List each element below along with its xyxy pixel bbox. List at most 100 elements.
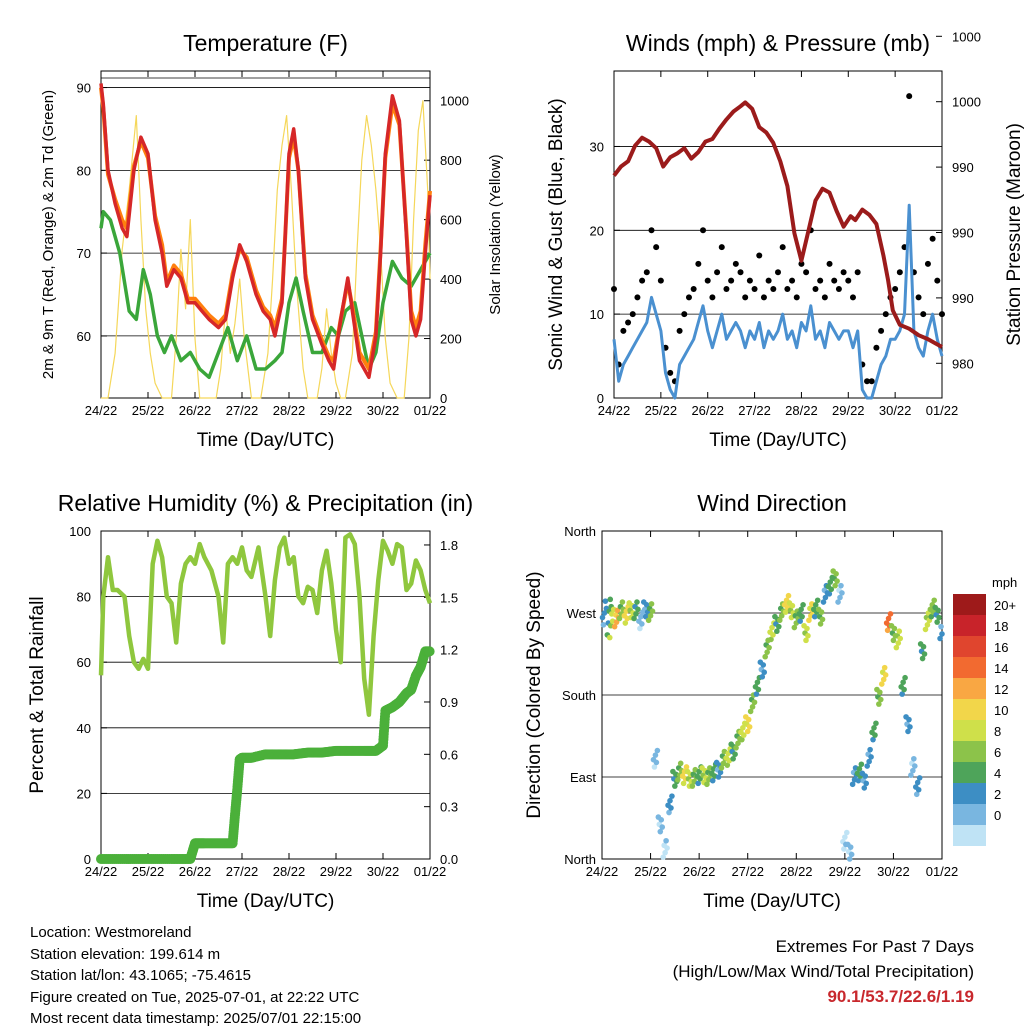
colorbar-swatch bbox=[953, 594, 986, 615]
colorbar-label: 4 bbox=[994, 766, 1001, 781]
direction-point bbox=[677, 760, 684, 767]
y-axis-label: 2m & 9m T (Red, Orange) & 2m Td (Green) bbox=[40, 90, 57, 379]
direction-point bbox=[735, 740, 741, 747]
gust-point bbox=[906, 93, 913, 100]
direction-point bbox=[835, 599, 841, 605]
direction-point bbox=[751, 699, 758, 706]
direction-point bbox=[761, 669, 768, 676]
y2-tick-label: 0.6 bbox=[440, 747, 458, 762]
direction-point bbox=[800, 602, 806, 608]
y2-tick-label: 0.0 bbox=[440, 852, 458, 867]
direction-point bbox=[715, 774, 722, 780]
x-axis-label: Time (Day/UTC) bbox=[197, 430, 335, 451]
x-tick-label: 28/22 bbox=[273, 864, 306, 879]
y2-tick-label: 0 bbox=[440, 391, 447, 406]
colorbar: mph 20+ 18 16 14 12 10 8 6 4 2 0 bbox=[953, 575, 1017, 846]
direction-point bbox=[657, 828, 664, 835]
direction-point bbox=[817, 621, 824, 627]
gust-point bbox=[868, 378, 875, 385]
direction-point bbox=[919, 655, 926, 662]
x-axis-label: Time (Day/UTC) bbox=[709, 430, 847, 451]
direction-point bbox=[666, 809, 672, 816]
direction-point bbox=[872, 732, 878, 738]
x-tick-label: 01/22 bbox=[414, 864, 447, 879]
x-tick-label: 29/22 bbox=[829, 864, 862, 879]
direction-point bbox=[744, 728, 751, 735]
direction-point bbox=[820, 599, 827, 605]
x-tick-label: 26/22 bbox=[691, 403, 724, 418]
colorbar-label: 8 bbox=[994, 724, 1001, 739]
direction-point bbox=[868, 754, 874, 760]
plot-frame bbox=[100, 70, 431, 399]
x-tick-label: 26/22 bbox=[179, 403, 212, 418]
direction-point bbox=[651, 764, 658, 770]
direction-point bbox=[849, 781, 856, 788]
series-station-pressure bbox=[612, 100, 943, 349]
direction-point bbox=[873, 720, 879, 727]
y2-axis-label: Solar Insolation (Yellow) bbox=[487, 154, 504, 314]
direction-point bbox=[664, 845, 670, 851]
direction-point bbox=[749, 704, 756, 710]
y-tick-label: 80 bbox=[77, 590, 91, 605]
gust-point bbox=[812, 286, 819, 292]
series-solar-insolation bbox=[101, 100, 431, 399]
gust-point bbox=[793, 294, 800, 301]
direction-point bbox=[659, 824, 666, 830]
direction-point bbox=[864, 763, 870, 769]
gust-point bbox=[667, 369, 674, 376]
direction-point bbox=[916, 775, 923, 781]
gust-point bbox=[634, 294, 641, 301]
direction-point bbox=[834, 578, 840, 584]
direction-point bbox=[753, 691, 760, 697]
y-tick-label: 90 bbox=[77, 81, 91, 96]
direction-point bbox=[717, 769, 724, 776]
direction-point bbox=[599, 614, 606, 621]
direction-point bbox=[914, 779, 921, 786]
gust-point bbox=[695, 260, 702, 267]
gust-point bbox=[864, 378, 871, 385]
y-tick-label: 10 bbox=[590, 307, 604, 322]
direction-point bbox=[931, 597, 938, 604]
direction-point bbox=[776, 617, 783, 624]
y-tick-label: 60 bbox=[77, 329, 91, 344]
direction-point bbox=[870, 736, 876, 743]
info-created: Figure created on Tue, 2025-07-01, at 22… bbox=[30, 988, 360, 1006]
direction-point bbox=[924, 622, 931, 628]
gust-point bbox=[681, 311, 688, 318]
direction-point bbox=[922, 626, 929, 633]
gust-point bbox=[854, 269, 861, 276]
direction-point bbox=[662, 849, 668, 856]
direction-point bbox=[652, 752, 659, 758]
x-tick-label: 28/22 bbox=[785, 403, 818, 418]
colorbar-label: 0 bbox=[994, 808, 1001, 823]
direction-point bbox=[897, 635, 904, 642]
colorbar-swatch bbox=[953, 699, 986, 720]
x-tick-label: 29/22 bbox=[320, 403, 353, 418]
info-latest: Most recent data timestamp: 2025/07/01 2… bbox=[30, 1010, 362, 1027]
gust-point bbox=[685, 294, 692, 301]
direction-point bbox=[861, 785, 868, 791]
x-tick-label: 01/22 bbox=[414, 403, 447, 418]
y-tick-label: 20 bbox=[590, 223, 604, 238]
gust-point bbox=[849, 294, 856, 301]
direction-point bbox=[937, 635, 943, 642]
gust-point bbox=[629, 311, 636, 318]
gust-point bbox=[746, 277, 753, 284]
series-relative-humidity bbox=[98, 532, 433, 717]
direction-point bbox=[647, 612, 654, 619]
colorbar-label: 10 bbox=[994, 703, 1008, 718]
direction-point bbox=[741, 732, 747, 738]
gust-point bbox=[892, 286, 899, 292]
direction-point bbox=[826, 591, 833, 597]
y2-tick-label: 1000 bbox=[952, 95, 981, 110]
y2-tick-label: 1.5 bbox=[440, 590, 458, 605]
y2-tick-label: 200 bbox=[440, 332, 462, 347]
y-axis-label: Direction (Colored By Speed) bbox=[524, 571, 545, 818]
gust-point bbox=[775, 269, 781, 276]
gust-point bbox=[915, 294, 922, 301]
panel-4: Wind Direction 24/22 25/22 26/22 27/22 28/22 2… bbox=[524, 490, 1017, 912]
direction-point bbox=[819, 616, 826, 623]
direction-point bbox=[934, 619, 940, 625]
gust-point bbox=[653, 244, 660, 251]
